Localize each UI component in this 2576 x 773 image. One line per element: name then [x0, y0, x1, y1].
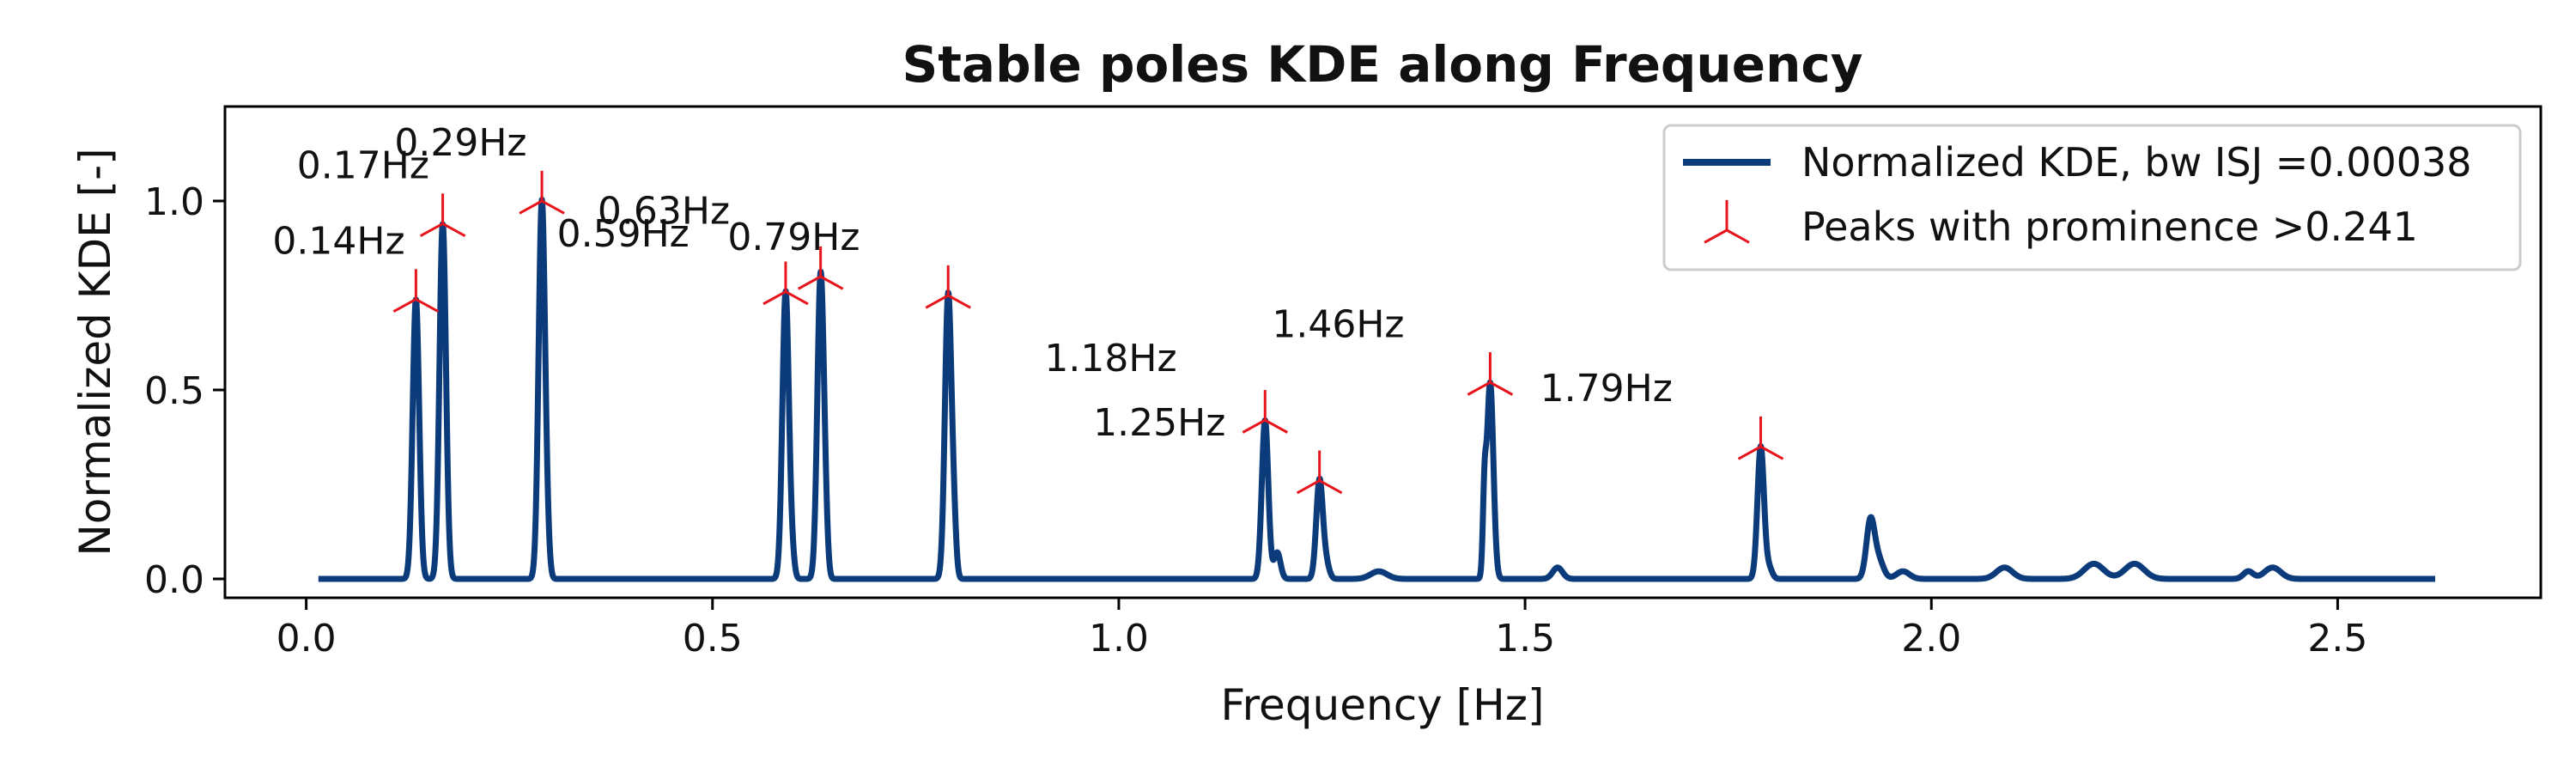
- peak-markers: [392, 170, 1784, 495]
- plot-area: [315, 197, 2438, 582]
- y-tick-label: 0.0: [144, 558, 204, 602]
- legend-box: [1662, 124, 2522, 271]
- kde-series-line: [315, 197, 2438, 582]
- peak-marker: [1242, 390, 1289, 434]
- x-tick-label: 0.5: [683, 617, 743, 660]
- peak-label: 1.46Hz: [1272, 302, 1404, 346]
- y-tick-label: 0.5: [144, 369, 204, 413]
- x-tick-label: 1.0: [1089, 617, 1149, 660]
- peak-marker: [797, 246, 844, 290]
- peak-marker: [762, 261, 809, 306]
- x-tick-label: 0.0: [276, 617, 337, 660]
- peak-marker: [519, 170, 565, 215]
- legend-peak-swatch: [1704, 199, 1750, 244]
- y-axis-label: Normalized KDE [-]: [70, 148, 120, 556]
- peak-marker: [925, 265, 971, 309]
- legend: Normalized KDE, bw ISJ =0.00038 Peaks wi…: [1662, 124, 2522, 271]
- x-tick-label: 1.5: [1495, 617, 1555, 660]
- peak-label: 0.29Hz: [394, 121, 526, 165]
- x-tick-label: 2.0: [1901, 617, 1961, 660]
- x-axis-label: Frequency [Hz]: [1220, 680, 1544, 730]
- y-axis: 0.0 0.5 1.0: [144, 180, 225, 602]
- peak-label: 1.25Hz: [1093, 401, 1225, 445]
- peak-label: 0.79Hz: [727, 216, 860, 259]
- axes-frame: [223, 105, 2543, 600]
- peak-marker: [392, 269, 440, 313]
- y-tick-label: 1.0: [144, 180, 204, 224]
- peak-label: 1.79Hz: [1540, 367, 1673, 411]
- peak-marker: [419, 193, 466, 238]
- peak-label: 0.17Hz: [297, 144, 429, 188]
- legend-entry-kde: Normalized KDE, bw ISJ =0.00038: [1801, 139, 2472, 186]
- peak-label: 0.63Hz: [598, 189, 730, 233]
- peak-label: 0.14Hz: [272, 220, 404, 264]
- peak-marker: [1467, 352, 1514, 396]
- x-tick-label: 2.5: [2307, 617, 2367, 660]
- peak-marker: [1296, 450, 1343, 495]
- legend-entry-peaks: Peaks with prominence >0.241: [1801, 204, 2418, 250]
- peak-label: 1.18Hz: [1044, 337, 1176, 380]
- chart-title: Stable poles KDE along Frequency: [902, 35, 1862, 94]
- x-axis: 0.0 0.5 1.0 1.5 2.0 2.5: [276, 598, 2367, 660]
- legend-peak-marker: [1704, 199, 1750, 244]
- peak-marker: [1737, 416, 1784, 460]
- peak-label: 0.59Hz: [557, 212, 690, 256]
